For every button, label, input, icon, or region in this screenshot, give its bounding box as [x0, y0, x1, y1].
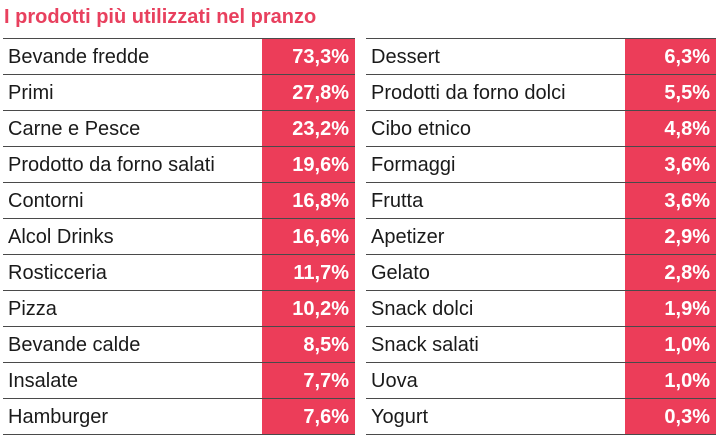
row-value: 27,8%: [262, 75, 355, 110]
row-label: Bevande fredde: [8, 46, 150, 68]
row-value: 8,5%: [262, 327, 355, 362]
row-label: Rosticceria: [8, 262, 107, 284]
row-label: Cibo etnico: [371, 118, 472, 140]
row-value: 19,6%: [262, 147, 355, 182]
table-row: Formaggi 3,6%: [366, 147, 716, 183]
row-label: Yogurt: [371, 406, 429, 428]
table-row: Snack salati 1,0%: [366, 327, 716, 363]
table-row: Cibo etnico 4,8%: [366, 111, 716, 147]
row-value: 23,2%: [262, 111, 355, 146]
row-value: 1,0%: [625, 363, 716, 398]
table-row: Contorni 16,8%: [3, 183, 355, 219]
row-label: Pizza: [8, 298, 57, 320]
row-value: 11,7%: [262, 255, 355, 290]
row-value: 16,8%: [262, 183, 355, 218]
row-value: 6,3%: [625, 39, 716, 74]
row-label: Alcol Drinks: [8, 226, 114, 248]
table-row: Apetizer 2,9%: [366, 219, 716, 255]
row-label: Bevande calde: [8, 334, 141, 356]
row-label: Snack salati: [371, 334, 479, 356]
table-row: Gelato 2,8%: [366, 255, 716, 291]
row-value: 2,9%: [625, 219, 716, 254]
row-label: Hamburger: [8, 406, 109, 428]
row-value: 2,8%: [625, 255, 716, 290]
row-label: Frutta: [371, 190, 424, 212]
row-value: 3,6%: [625, 183, 716, 218]
row-label: Apetizer: [371, 226, 445, 248]
row-value: 3,6%: [625, 147, 716, 182]
row-label: Formaggi: [371, 154, 456, 176]
row-label: Carne e Pesce: [8, 118, 141, 140]
table-column-left: Bevande fredde 73,3% Primi 27,8% Carne e Pes…: [3, 38, 355, 435]
table-row: Bevande calde 8,5%: [3, 327, 355, 363]
table-row: Snack dolci 1,9%: [366, 291, 716, 327]
table-row: Rosticceria 11,7%: [3, 255, 355, 291]
row-value: 10,2%: [262, 291, 355, 326]
row-label: Gelato: [371, 262, 430, 284]
table-row: Insalate 7,7%: [3, 363, 355, 399]
row-value: 0,3%: [625, 399, 716, 434]
table-row: Yogurt 0,3%: [366, 399, 716, 435]
table-column-right: Dessert 6,3% Prodotti da forno dolci 5,5% Ci…: [366, 38, 716, 435]
row-label: Snack dolci: [371, 298, 474, 320]
table-row: Uova 1,0%: [366, 363, 716, 399]
row-label: Prodotti da forno dolci: [371, 82, 566, 104]
row-value: 4,8%: [625, 111, 716, 146]
row-label: Dessert: [371, 46, 440, 68]
row-value: 5,5%: [625, 75, 716, 110]
table-row: Bevande fredde 73,3%: [3, 38, 355, 75]
table-row: Alcol Drinks 16,6%: [3, 219, 355, 255]
row-value: 16,6%: [262, 219, 355, 254]
row-value: 7,7%: [262, 363, 355, 398]
table-row: Frutta 3,6%: [366, 183, 716, 219]
table-row: Prodotto da forno salati 19,6%: [3, 147, 355, 183]
table-row: Carne e Pesce 23,2%: [3, 111, 355, 147]
table-row: Primi 27,8%: [3, 75, 355, 111]
row-value: 1,0%: [625, 327, 716, 362]
row-value: 73,3%: [262, 39, 355, 74]
row-label: Contorni: [8, 190, 84, 212]
row-value: 7,6%: [262, 399, 355, 434]
row-label: Insalate: [8, 370, 79, 392]
table-row: Hamburger 7,6%: [3, 399, 355, 435]
row-label: Prodotto da forno salati: [8, 154, 215, 176]
row-value: 1,9%: [625, 291, 716, 326]
row-label: Primi: [8, 82, 54, 104]
row-label: Uova: [371, 370, 418, 392]
table-row: Pizza 10,2%: [3, 291, 355, 327]
table-row: Dessert 6,3%: [366, 38, 716, 75]
table-row: Prodotti da forno dolci 5,5%: [366, 75, 716, 111]
chart-title: I prodotti più utilizzati nel pranzo: [4, 6, 317, 28]
